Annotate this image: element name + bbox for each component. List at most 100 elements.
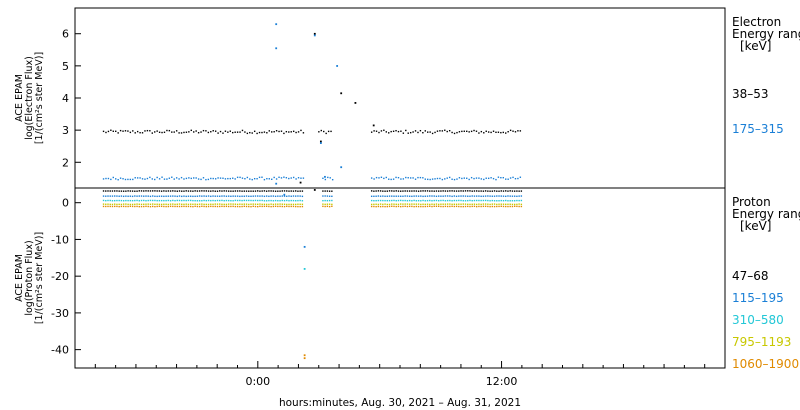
data-point xyxy=(183,205,185,208)
data-point xyxy=(509,129,512,132)
data-point-outlier xyxy=(275,23,278,26)
data-point xyxy=(139,132,141,134)
data-point xyxy=(407,177,409,179)
data-point xyxy=(154,178,156,181)
data-point xyxy=(192,195,194,198)
proton-legend-title-line: [keV] xyxy=(740,219,771,233)
data-point xyxy=(109,190,111,192)
data-point xyxy=(433,199,435,202)
data-point xyxy=(272,195,275,197)
data-point xyxy=(449,195,451,197)
data-point xyxy=(285,130,288,133)
data-point xyxy=(239,190,241,192)
data-point xyxy=(411,200,413,202)
proton-ytick-label: -10 xyxy=(51,233,69,246)
data-point xyxy=(286,199,288,202)
data-point xyxy=(134,195,136,197)
data-point xyxy=(440,203,442,205)
data-point xyxy=(431,200,433,202)
data-point xyxy=(427,131,429,133)
data-point xyxy=(378,131,380,134)
data-point xyxy=(138,190,140,192)
electron-plot-frame xyxy=(74,7,726,189)
data-point xyxy=(419,129,422,132)
data-point xyxy=(395,176,397,179)
data-point xyxy=(134,203,136,206)
data-point xyxy=(294,205,297,208)
series-proton-115–195 xyxy=(102,182,523,248)
data-point xyxy=(239,203,241,205)
data-point xyxy=(400,178,402,180)
data-point xyxy=(448,129,451,132)
data-point xyxy=(171,131,173,133)
data-point xyxy=(446,177,448,179)
data-point xyxy=(160,203,163,206)
data-point xyxy=(295,131,297,134)
data-point xyxy=(392,130,395,132)
data-point xyxy=(131,190,134,192)
data-point xyxy=(261,190,263,192)
data-point xyxy=(434,131,436,134)
data-point xyxy=(415,190,418,192)
data-point xyxy=(163,203,165,205)
data-point xyxy=(207,203,210,206)
data-point xyxy=(451,190,453,192)
data-point xyxy=(297,195,299,197)
data-point xyxy=(475,195,478,197)
data-point xyxy=(230,190,232,192)
data-point xyxy=(433,203,435,206)
data-point xyxy=(241,199,243,202)
data-point xyxy=(324,199,326,202)
data-point xyxy=(146,177,149,180)
data-point xyxy=(149,205,152,208)
data-point xyxy=(402,203,404,205)
data-point xyxy=(214,205,216,208)
proton-ytick-label: -30 xyxy=(51,307,69,320)
data-point xyxy=(433,205,435,207)
data-point xyxy=(484,199,487,202)
data-point xyxy=(197,178,200,180)
data-point xyxy=(245,195,248,197)
data-point xyxy=(482,195,485,197)
data-point xyxy=(437,195,440,197)
data-point xyxy=(221,190,223,192)
data-point xyxy=(290,195,292,197)
data-point xyxy=(478,199,480,202)
data-point xyxy=(122,205,125,208)
data-point xyxy=(417,199,420,202)
data-point xyxy=(138,200,140,202)
data-point xyxy=(156,130,158,132)
data-point xyxy=(482,205,485,208)
data-point xyxy=(469,190,471,192)
data-point xyxy=(480,130,483,133)
data-point xyxy=(412,131,414,133)
data-point xyxy=(453,203,456,205)
data-point xyxy=(250,195,252,197)
data-point xyxy=(232,190,234,192)
data-point xyxy=(268,178,270,180)
data-point xyxy=(283,176,285,178)
data-point xyxy=(188,131,190,133)
data-point xyxy=(205,195,208,197)
data-point xyxy=(217,177,219,179)
data-point xyxy=(483,132,485,134)
data-point xyxy=(460,203,462,205)
data-point xyxy=(246,176,249,179)
series-proton-310–580 xyxy=(102,199,523,270)
data-point xyxy=(183,203,185,206)
data-point xyxy=(480,203,482,206)
data-point xyxy=(168,129,171,132)
data-point xyxy=(301,200,304,202)
data-point xyxy=(440,190,442,192)
data-point-outlier xyxy=(319,140,322,143)
data-point xyxy=(462,200,464,202)
data-point xyxy=(219,177,222,179)
data-point xyxy=(324,205,326,208)
data-point xyxy=(446,199,449,202)
data-point xyxy=(411,190,413,192)
data-point xyxy=(274,203,277,205)
data-point xyxy=(261,176,263,178)
data-point xyxy=(102,199,105,202)
data-point xyxy=(125,190,127,192)
data-point xyxy=(406,195,409,197)
